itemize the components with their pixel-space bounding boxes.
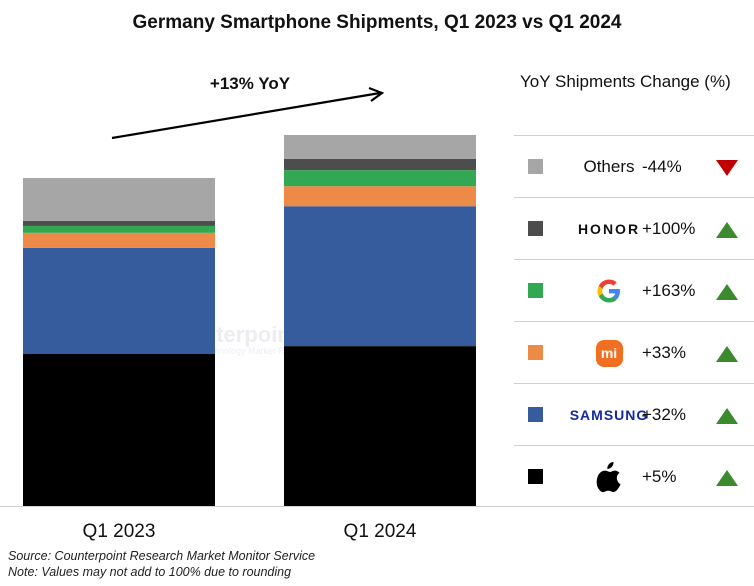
legend-title: YoY Shipments Change (%) [520,72,731,91]
bar-segment-others-q1-2024 [284,135,476,159]
legend-divider [514,445,754,446]
up-triangle-icon [716,408,738,424]
up-triangle-icon [716,346,738,362]
legend-change: +100% [642,219,696,238]
bar-segment-samsung-q1-2024 [284,206,476,347]
legend-change: +5% [642,467,677,486]
legend-change: +32% [642,405,686,424]
legend-divider [514,197,754,198]
source-note: Source: Counterpoint Research Market Mon… [8,548,315,580]
x-tick-label: Q1 2023 [83,521,156,542]
yoy-annotation: +13% YoY [210,74,291,93]
bar-segment-others-q1-2023 [23,178,215,222]
legend-swatch [528,221,543,236]
legend-change: -44% [642,157,682,176]
bar-segment-google-q1-2024 [284,170,476,187]
legend-swatch [528,159,543,174]
source-text: Source: Counterpoint Research Market Mon… [8,549,316,563]
samsung-logo: SAMSUNG [569,407,649,423]
bar-segment-honor-q1-2024 [284,158,476,171]
legend-swatch [528,407,543,422]
xiaomi-logo-text: mi [600,345,618,361]
brand-label-others: Others [583,157,635,176]
legend-swatch [528,469,543,484]
legend-row-google: +163% [514,260,754,322]
growth-arrow-head [368,86,385,102]
xiaomi-logo-icon: mi [595,339,623,367]
rounding-note: Note: Values may not add to 100% due to … [8,565,292,579]
watermark-sub: Technology Market Research [200,346,317,356]
legend-divider [514,259,754,260]
bars [23,135,476,506]
up-triangle-icon [716,470,738,486]
bar-segment-honor-q1-2023 [23,221,215,226]
bar-segment-apple-q1-2024 [284,346,476,506]
up-triangle-icon [716,284,738,300]
legend-divider [514,383,754,384]
legend-divider [514,506,754,507]
google-logo-icon [597,279,620,303]
legend-change: +33% [642,343,686,362]
bar-segment-google-q1-2023 [23,225,215,233]
up-triangle-icon [716,222,738,238]
legend-divider [514,135,754,136]
legend-row-xiaomi: mi +33% [514,322,754,384]
legend-row-others: Others -44% [514,136,754,198]
bar-segment-xiaomi-q1-2024 [284,186,476,207]
bar-segment-xiaomi-q1-2023 [23,232,215,248]
legend-row-honor: HONOR +100% [514,198,754,260]
down-triangle-icon [716,160,738,176]
bar-segment-samsung-q1-2023 [23,247,215,354]
growth-arrow-shaft [111,91,381,140]
honor-logo: HONOR [577,221,641,237]
legend-swatch [528,345,543,360]
apple-logo-icon [596,462,621,493]
bar-segment-apple-q1-2023 [23,353,215,506]
legend-divider [514,321,754,322]
chart-title: Germany Smartphone Shipments, Q1 2023 vs… [132,12,622,33]
x-tick-label: Q1 2024 [344,521,417,542]
legend-swatch [528,283,543,298]
legend-row-apple: +5% [514,446,754,508]
legend-row-samsung: SAMSUNG +32% [514,384,754,446]
legend-change: +163% [642,281,696,300]
